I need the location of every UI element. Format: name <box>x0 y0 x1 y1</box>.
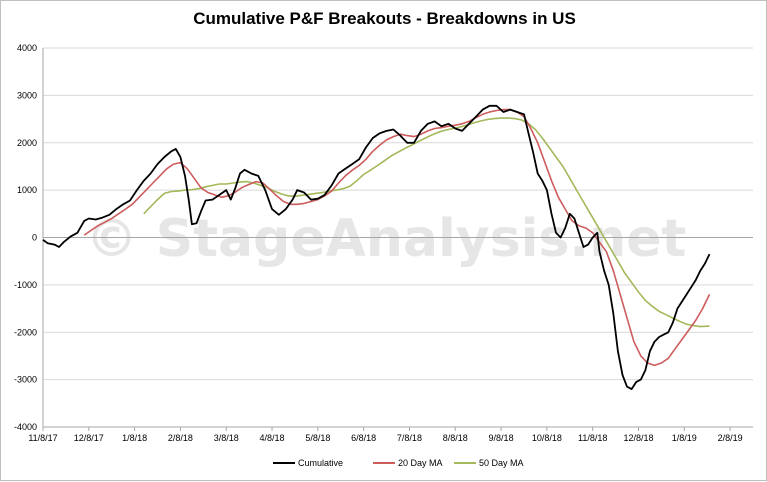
y-tick-label: 3000 <box>17 90 37 100</box>
y-tick-label: 1000 <box>17 185 37 195</box>
x-tick-label: 8/8/18 <box>443 433 468 443</box>
legend-label: 50 Day MA <box>479 458 524 468</box>
y-tick-label: 4000 <box>17 43 37 53</box>
x-tick-label: 10/8/18 <box>532 433 562 443</box>
series-line-cumulative <box>42 104 711 390</box>
x-tick-label: 12/8/18 <box>623 433 653 443</box>
x-tick-label: 11/8/17 <box>28 433 57 443</box>
y-tick-label: 2000 <box>17 138 37 148</box>
x-tick-label: 1/8/18 <box>122 433 147 443</box>
x-tick-label: 11/8/18 <box>578 433 607 443</box>
x-tick-label: 6/8/18 <box>351 433 376 443</box>
x-tick-label: 9/8/18 <box>489 433 514 443</box>
y-tick-label: 0 <box>32 233 37 243</box>
y-tick-label: -4000 <box>14 422 37 432</box>
series-line-20-day-ma <box>83 108 711 367</box>
legend: Cumulative 20 Day MA 50 Day MA <box>273 458 524 468</box>
watermark: © StageAnalysis.net <box>86 209 687 269</box>
x-tick-label: 2/8/18 <box>168 433 193 443</box>
y-tick-label: -1000 <box>14 280 37 290</box>
axes: 40003000200010000-1000-2000-3000-400011/… <box>14 43 753 443</box>
legend-label: 20 Day MA <box>398 458 443 468</box>
chart-title: Cumulative P&F Breakouts - Breakdowns in… <box>193 9 576 28</box>
x-tick-label: 4/8/18 <box>260 433 285 443</box>
legend-label: Cumulative <box>298 458 343 468</box>
x-tick-label: 1/8/19 <box>672 433 697 443</box>
x-tick-label: 3/8/18 <box>214 433 239 443</box>
x-tick-label: 5/8/18 <box>305 433 330 443</box>
y-tick-label: -2000 <box>14 327 37 337</box>
y-tick-label: -3000 <box>14 375 37 385</box>
x-tick-label: 12/8/17 <box>74 433 104 443</box>
x-tick-label: 7/8/18 <box>397 433 422 443</box>
x-tick-label: 2/8/19 <box>718 433 743 443</box>
watermark-layer: © StageAnalysis.net <box>86 209 687 269</box>
series-layer <box>42 104 711 390</box>
